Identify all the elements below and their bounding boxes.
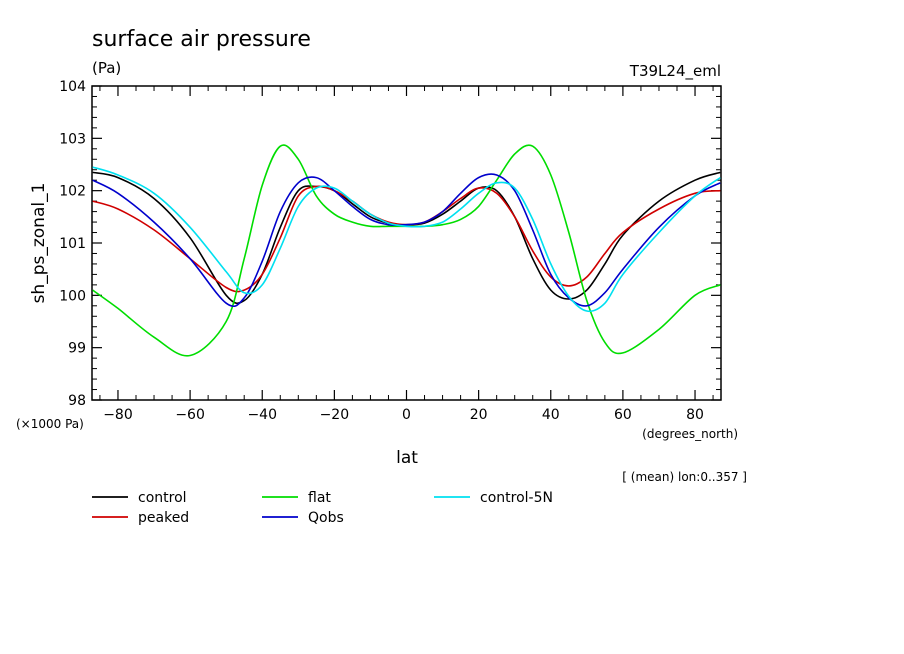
x-tick-label: −80 — [103, 407, 133, 423]
series-line-flat — [92, 144, 721, 357]
legend: control flat control-5N peaked Qobs — [92, 490, 553, 526]
plot-frame — [91, 85, 722, 401]
legend-label-flat: flat — [308, 490, 331, 506]
x-tick-label: 0 — [402, 407, 411, 423]
major-ticks — [92, 85, 721, 401]
y-tick-labels: 98 99 100 101 102 103 104 — [59, 79, 86, 409]
x-units-label: (degrees_north) — [642, 427, 738, 441]
x-tick-label: 20 — [470, 407, 488, 423]
legend-label-control: control — [138, 490, 187, 506]
y-axis-label: sh_ps_zonal_1 — [29, 183, 49, 304]
x-tick-label: 40 — [542, 407, 560, 423]
x-tick-label: −40 — [247, 407, 277, 423]
series-line-peaked — [92, 185, 721, 293]
y-tick-label: 102 — [59, 184, 86, 200]
x-tick-label: 60 — [614, 407, 632, 423]
y-tick-label: 104 — [59, 79, 86, 95]
y-tick-label: 101 — [59, 236, 86, 252]
legend-label-control-5n: control-5N — [480, 490, 553, 506]
x-tick-labels: −80 −60 −40 −20 0 20 40 60 80 — [103, 407, 704, 423]
y-tick-label: 99 — [68, 341, 86, 357]
series-line-qobs — [92, 173, 721, 308]
chart-title: surface air pressure — [92, 27, 311, 52]
y-tick-label: 98 — [68, 393, 86, 409]
series-line-control-5n — [92, 166, 721, 313]
legend-label-qobs: Qobs — [308, 510, 344, 526]
model-label: T39L24_eml — [629, 62, 721, 81]
y-scale-label: (×1000 Pa) — [16, 417, 84, 431]
x-axis-label: lat — [396, 448, 418, 468]
y-tick-label: 100 — [59, 288, 86, 304]
legend-label-peaked: peaked — [138, 510, 189, 526]
series-line-control — [92, 171, 721, 305]
x-tick-label: 80 — [686, 407, 704, 423]
series-lines — [92, 144, 721, 357]
x-tick-label: −20 — [320, 407, 350, 423]
units-label: (Pa) — [92, 59, 121, 77]
x-tick-label: −60 — [175, 407, 205, 423]
minor-ticks — [92, 86, 721, 400]
mean-note: [ (mean) lon:0..357 ] — [622, 470, 747, 484]
y-tick-label: 103 — [59, 131, 86, 147]
